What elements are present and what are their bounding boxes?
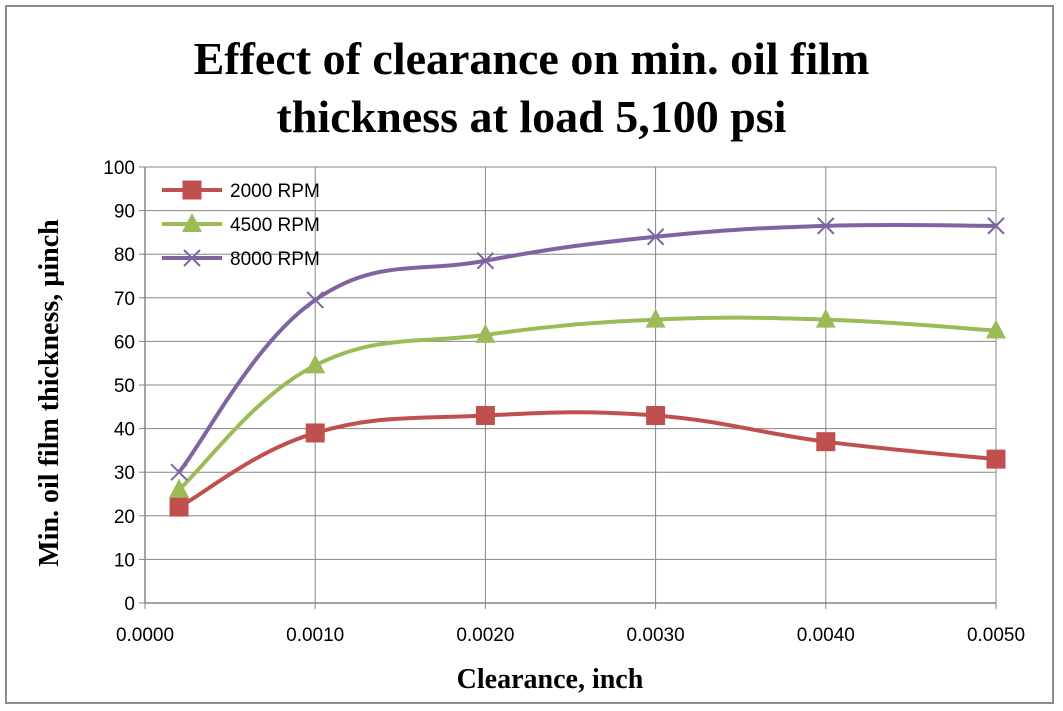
data-point-4500-rpm [475, 323, 496, 343]
y-tick-label: 30 [114, 463, 135, 484]
y-tick-label: 80 [114, 245, 135, 266]
series-layer [169, 217, 1006, 517]
data-point-2000-rpm [475, 406, 495, 426]
data-point-2000-rpm [169, 497, 189, 517]
x-marker-stroke [646, 228, 665, 246]
series-8000-rpm [170, 217, 1005, 481]
data-point-4500-rpm [645, 308, 666, 328]
chart-frame [5, 5, 1054, 704]
x-marker-stroke [306, 291, 324, 309]
x-tick-label: 0.0030 [627, 625, 685, 646]
series-2000-rpm [169, 406, 1006, 517]
series-line-8000-rpm [177, 222, 997, 474]
legend-label: 4500 RPM [230, 215, 320, 236]
data-point-4500-rpm [986, 319, 1006, 339]
y-tick-label: 60 [114, 332, 135, 353]
legend-item-8000-rpm: 8000 RPM [162, 249, 320, 270]
data-point-2000-rpm [816, 432, 836, 452]
x-marker-stroke [170, 463, 188, 481]
y-tick-label: 10 [114, 550, 135, 571]
y-tick-label: 0 [124, 594, 135, 615]
legend-label: 8000 RPM [230, 249, 320, 270]
chart-title-line-1: Effect of clearance on min. oil film [193, 33, 870, 84]
x-tick-label: 0.0010 [286, 625, 344, 646]
axis-layer: 0 10 20 30 40 50 60 70 80 90 100 0.0000 0.0010 0.0020… [103, 158, 1025, 646]
y-tick-label: 70 [114, 289, 135, 310]
data-point-2000-rpm [305, 423, 325, 443]
y-tick-label: 40 [114, 420, 135, 441]
data-point-4500-rpm [305, 354, 326, 374]
data-point-2000-rpm [986, 449, 1006, 469]
x-tick-label: 0.0050 [967, 625, 1025, 646]
y-tick-label: 50 [114, 376, 135, 397]
y-tick-label: 20 [114, 507, 135, 528]
legend-marker [182, 213, 202, 232]
legend-marker [182, 180, 202, 200]
data-point-8000-rpm [987, 217, 1005, 235]
legend: 2000 RPM 4500 RPM 8000 RPM [162, 180, 320, 270]
legend-item-4500-rpm: 4500 RPM [162, 213, 320, 236]
legend-item-2000-rpm: 2000 RPM [162, 180, 320, 202]
y-tick-label: 90 [114, 202, 135, 223]
series-line-2000-rpm [178, 410, 997, 509]
data-point-8000-rpm [476, 252, 495, 270]
data-point-8000-rpm [170, 463, 188, 481]
x-marker-stroke [476, 252, 495, 270]
x-tick-label: 0.0020 [456, 625, 514, 646]
data-point-8000-rpm [306, 291, 324, 309]
legend-marker [183, 249, 201, 267]
data-point-4500-rpm [169, 478, 190, 498]
x-axis-title: Clearance, inch [457, 664, 644, 695]
y-axis-title: Min. oil film thickness, µinch [34, 219, 65, 567]
x-marker-stroke [183, 249, 201, 267]
chart-title: Effect of clearance on min. oil film thi… [0, 30, 1063, 146]
x-tick-label: 0.0040 [797, 625, 855, 646]
x-tick-label: 0.0000 [116, 625, 174, 646]
x-marker-stroke [817, 217, 835, 235]
data-point-2000-rpm [646, 406, 666, 426]
legend-label: 2000 RPM [230, 181, 320, 202]
series-line-4500-rpm [177, 315, 997, 492]
series-4500-rpm [169, 308, 1006, 498]
data-point-8000-rpm [646, 228, 665, 246]
data-point-4500-rpm [815, 308, 836, 328]
data-point-8000-rpm [817, 217, 835, 235]
x-marker-stroke [987, 217, 1005, 235]
y-tick-label: 100 [103, 158, 135, 179]
chart-title-line-2: thickness at load 5,100 psi [276, 91, 787, 142]
